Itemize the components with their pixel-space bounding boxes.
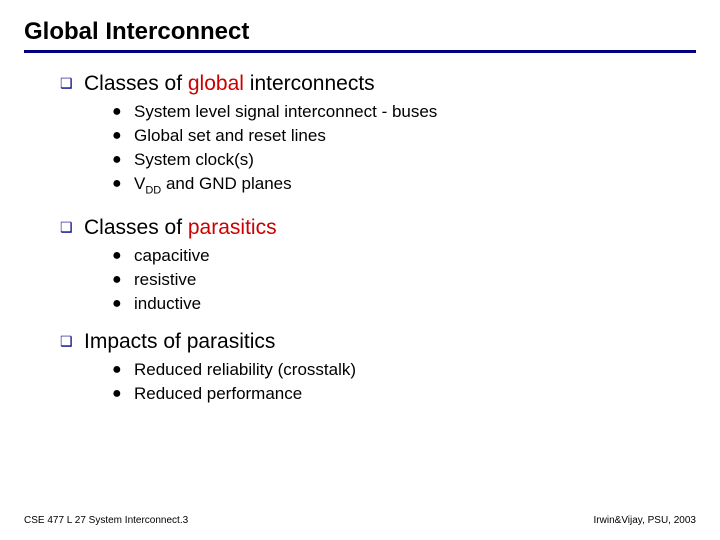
heading-pre: Classes of: [84, 72, 188, 95]
section-heading-row: ❑ Impacts of parasitics: [60, 330, 680, 354]
content-area: ❑ Classes of global interconnects ● System …: [60, 68, 680, 420]
section-heading-row: ❑ Classes of parasitics: [60, 216, 680, 240]
list-item-text: Reduced performance: [134, 384, 302, 404]
heading-accent: global: [188, 72, 244, 95]
section-heading-row: ❑ Classes of global interconnects: [60, 72, 680, 96]
item-list: ● capacitive ● resistive ● inductive: [112, 246, 680, 314]
title-underline: [24, 50, 696, 53]
heading-pre: Classes of: [84, 216, 188, 239]
dot-bullet-icon: ●: [112, 150, 124, 170]
heading-pre: Impacts of parasitics: [84, 330, 275, 353]
list-item: ● VDD and GND planes: [112, 174, 680, 200]
square-bullet-icon: ❑: [60, 72, 74, 94]
list-item-text: Global set and reset lines: [134, 126, 326, 146]
list-item: ● Global set and reset lines: [112, 126, 680, 146]
title-block: Global Interconnect: [24, 18, 696, 53]
dot-bullet-icon: ●: [112, 126, 124, 146]
list-item-text: System level signal interconnect - buses: [134, 102, 437, 122]
dot-bullet-icon: ●: [112, 270, 124, 290]
slide-title: Global Interconnect: [24, 18, 696, 48]
list-item-text: System clock(s): [134, 150, 254, 170]
dot-bullet-icon: ●: [112, 102, 124, 122]
section: ❑ Impacts of parasitics ● Reduced reliabili…: [60, 330, 680, 404]
list-item-text: VDD and GND planes: [134, 174, 292, 200]
section-heading: Classes of parasitics: [84, 216, 277, 240]
list-item-text: resistive: [134, 270, 196, 290]
list-item-text: inductive: [134, 294, 201, 314]
list-item: ● capacitive: [112, 246, 680, 266]
item-list: ● Reduced reliability (crosstalk) ● Reduced…: [112, 360, 680, 404]
section-heading: Impacts of parasitics: [84, 330, 275, 354]
heading-accent: parasitics: [188, 216, 277, 239]
item-list: ● System level signal interconnect - buse…: [112, 102, 680, 200]
heading-post: interconnects: [244, 72, 375, 95]
dot-bullet-icon: ●: [112, 294, 124, 314]
list-item: ● inductive: [112, 294, 680, 314]
footer-right: Irwin&Vijay, PSU, 2003: [594, 515, 696, 526]
list-item-text: Reduced reliability (crosstalk): [134, 360, 356, 380]
list-item-text: capacitive: [134, 246, 210, 266]
footer-left: CSE 477 L 27 System Interconnect.3: [24, 515, 188, 526]
dot-bullet-icon: ●: [112, 174, 124, 194]
slide: Global Interconnect ❑ Classes of global i…: [0, 0, 720, 540]
list-item: ● System clock(s): [112, 150, 680, 170]
section: ❑ Classes of global interconnects ● System …: [60, 72, 680, 200]
list-item: ● resistive: [112, 270, 680, 290]
list-item: ● Reduced reliability (crosstalk): [112, 360, 680, 380]
section-heading: Classes of global interconnects: [84, 72, 375, 96]
dot-bullet-icon: ●: [112, 360, 124, 380]
list-item: ● System level signal interconnect - buse…: [112, 102, 680, 122]
dot-bullet-icon: ●: [112, 384, 124, 404]
square-bullet-icon: ❑: [60, 216, 74, 238]
dot-bullet-icon: ●: [112, 246, 124, 266]
list-item: ● Reduced performance: [112, 384, 680, 404]
square-bullet-icon: ❑: [60, 330, 74, 352]
section: ❑ Classes of parasitics ● capacitive ● resist…: [60, 216, 680, 314]
